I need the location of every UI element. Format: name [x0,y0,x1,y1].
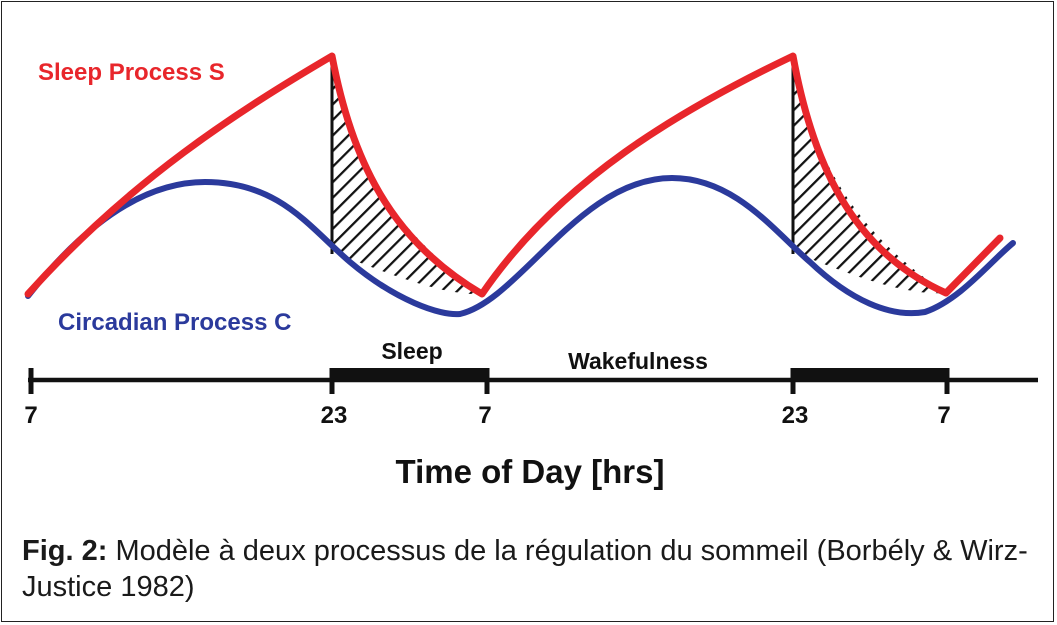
circadian-process-label: Circadian Process C [58,309,291,336]
sleep-pressure-hatch-2 [793,56,946,294]
tick-label-0: 7 [24,402,37,429]
caption-prefix: Fig. 2: [22,535,108,567]
sleep-process-curve [24,52,1004,298]
sleep-bar-1 [332,368,487,382]
tick-label-4: 7 [937,402,950,429]
circadian-process-curve [25,174,1016,318]
two-process-diagram: 7 23 7 23 7 Sleep Process S Circadian Pr… [24,52,1038,490]
figure-caption: Fig. 2: Modèle à deux processus de la ré… [22,533,1032,605]
tick-label-3: 23 [782,402,809,429]
tick-label-1: 23 [321,402,348,429]
caption-text: Modèle à deux processus de la régulation… [22,535,1028,603]
sleep-period-label: Sleep [381,338,442,364]
axis-title: Time of Day [hrs] [396,453,665,490]
sleep-pressure-hatch-1 [332,56,482,295]
tick-label-2: 7 [478,402,491,429]
sleep-bar-2 [793,368,948,382]
wake-period-label: Wakefulness [568,348,708,374]
sleep-process-label: Sleep Process S [38,59,225,86]
